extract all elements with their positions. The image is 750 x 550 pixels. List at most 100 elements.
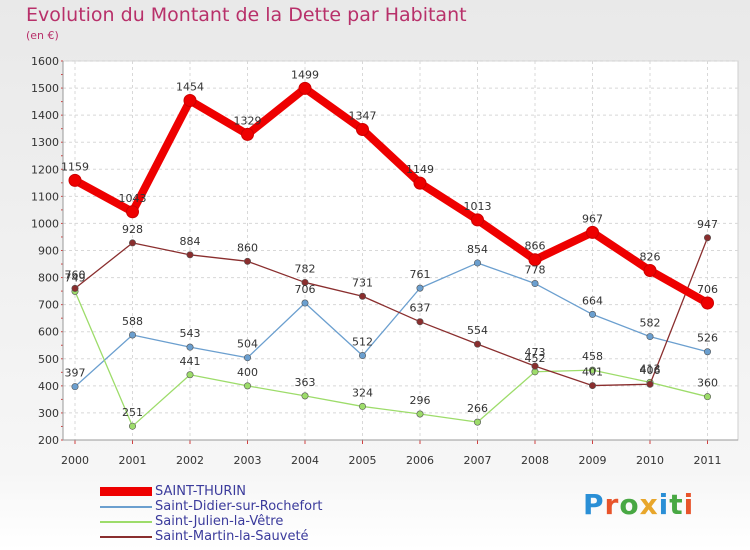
data-label-0: 1043: [119, 192, 147, 205]
brand-letter: i: [658, 488, 670, 521]
data-point-2: [473, 418, 481, 426]
data-point-3: [703, 234, 711, 242]
x-tick-label: 2010: [636, 454, 664, 467]
data-point-2: [244, 382, 252, 390]
data-label-2: 749: [65, 271, 86, 284]
data-label-0: 1149: [406, 163, 434, 176]
y-tick-label: 1400: [31, 109, 59, 122]
data-label-1: 582: [640, 317, 661, 330]
legend-label-saint-thurin: SAINT-THURIN: [155, 484, 247, 499]
data-label-1: 397: [65, 367, 86, 380]
data-point-2: [129, 422, 137, 430]
y-tick-label: 900: [38, 245, 59, 258]
x-tick-label: 2007: [464, 454, 492, 467]
brand-letter: o: [619, 488, 640, 521]
data-point-1: [703, 348, 711, 356]
data-label-0: 1013: [464, 200, 492, 213]
data-point-0: [68, 173, 82, 187]
data-point-1: [186, 343, 194, 351]
y-tick-label: 1000: [31, 217, 59, 230]
y-tick-label: 1200: [31, 163, 59, 176]
y-tick-label: 600: [38, 326, 59, 339]
data-point-0: [356, 122, 369, 136]
data-label-2: 400: [237, 366, 258, 379]
proxiti-logo: Proxiti: [583, 488, 694, 521]
series-line-1: [74, 262, 709, 388]
x-tick-label: 2011: [694, 454, 722, 467]
data-point-2: [416, 410, 424, 418]
data-label-3: 884: [180, 235, 201, 248]
y-tick-label: 200: [38, 434, 59, 447]
brand-letter: P: [583, 488, 605, 521]
brand-letter: t: [669, 488, 684, 521]
data-point-0: [528, 253, 542, 267]
data-point-3: [301, 278, 309, 286]
brand-letter: x: [639, 488, 659, 521]
data-label-3: 401: [582, 366, 603, 379]
data-point-2: [703, 393, 711, 401]
data-label-3: 473: [525, 346, 546, 359]
data-point-1: [473, 259, 481, 267]
data-point-3: [186, 251, 194, 259]
data-point-3: [358, 292, 366, 300]
data-point-0: [586, 225, 599, 239]
data-label-0: 967: [582, 212, 603, 225]
data-label-1: 664: [582, 294, 603, 307]
chart-subtitle: (en €): [26, 29, 59, 42]
legend-swatch-saint-didier: [100, 506, 152, 508]
data-point-0: [126, 205, 139, 219]
series-line-2: [74, 290, 709, 427]
y-tick-label: 500: [38, 353, 59, 366]
legend-label-saint-didier: Saint-Didier-sur-Rochefort: [155, 499, 323, 514]
data-label-2: 360: [697, 377, 718, 390]
legend-swatch-saint-julien: [100, 521, 152, 523]
data-point-2: [301, 392, 309, 400]
legend-label-saint-julien: Saint-Julien-la-Vêtre: [155, 514, 284, 529]
data-label-3: 731: [352, 276, 373, 289]
x-tick-label: 2006: [406, 454, 434, 467]
data-label-2: 363: [295, 376, 316, 389]
data-label-1: 706: [295, 283, 316, 296]
data-point-3: [646, 380, 654, 388]
data-label-1: 854: [467, 243, 488, 256]
data-label-3: 637: [410, 302, 431, 315]
data-label-2: 413: [640, 362, 661, 375]
data-label-0: 826: [640, 251, 661, 264]
x-tick-label: 2008: [521, 454, 549, 467]
data-point-3: [416, 318, 424, 326]
series-line-3: [74, 237, 709, 387]
data-label-0: 1159: [61, 160, 89, 173]
data-point-1: [244, 354, 252, 362]
data-label-2: 296: [410, 394, 431, 407]
x-tick-label: 2000: [61, 454, 89, 467]
data-point-3: [71, 284, 79, 292]
y-tick-label: 1100: [31, 190, 59, 203]
data-label-3: 947: [697, 218, 718, 231]
brand-letter: r: [604, 488, 620, 521]
data-label-0: 1347: [349, 109, 377, 122]
y-tick-label: 300: [38, 407, 59, 420]
x-tick-label: 2003: [234, 454, 262, 467]
data-point-1: [646, 333, 654, 341]
data-point-2: [358, 402, 366, 410]
data-label-0: 1329: [234, 114, 262, 127]
data-label-0: 1499: [291, 68, 319, 81]
data-label-2: 458: [582, 350, 603, 363]
x-tick-label: 2002: [176, 454, 204, 467]
data-point-1: [531, 280, 539, 288]
data-point-1: [129, 331, 137, 339]
data-point-0: [183, 94, 197, 108]
data-label-1: 543: [180, 327, 201, 340]
data-point-0: [241, 127, 254, 141]
data-label-1: 504: [237, 338, 258, 351]
data-point-3: [473, 340, 481, 348]
data-label-1: 778: [525, 264, 546, 277]
data-label-3: 554: [467, 324, 488, 337]
data-label-0: 866: [525, 240, 546, 253]
y-tick-label: 1600: [31, 55, 59, 68]
legend-swatch-saint-martin: [100, 536, 152, 538]
legend-label-saint-martin: Saint-Martin-la-Sauveté: [155, 529, 309, 544]
data-point-2: [588, 366, 596, 374]
data-label-2: 441: [180, 355, 201, 368]
